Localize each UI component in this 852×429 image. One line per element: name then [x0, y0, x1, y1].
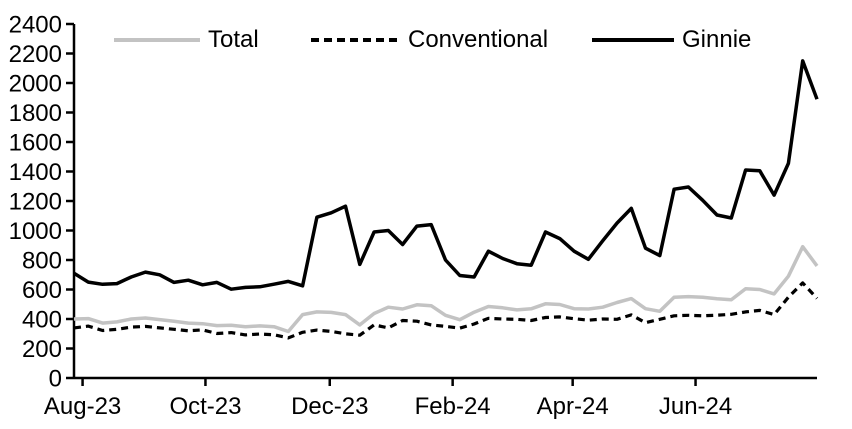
x-tick-label: Apr-24 [537, 393, 609, 420]
y-tick-label: 1800 [9, 100, 62, 127]
total-line-swatch-icon [114, 38, 200, 42]
legend-label-total: Total [208, 26, 259, 53]
y-tick-label: 2000 [9, 71, 62, 98]
y-tick-label: 200 [22, 336, 62, 363]
legend: Total Conventional Ginnie [0, 23, 852, 57]
y-tick-label: 0 [49, 366, 62, 393]
y-tick-label: 800 [22, 248, 62, 275]
y-tick-label: 1600 [9, 130, 62, 157]
y-tick-label: 600 [22, 277, 62, 304]
conventional-dashed-swatch-icon [311, 38, 400, 42]
x-tick-label: Feb-24 [415, 393, 491, 420]
y-tick-label: 400 [22, 307, 62, 334]
y-tick-label: 1000 [9, 218, 62, 245]
y-tick-label: 2400 [9, 12, 62, 39]
series-line-ginnie [73, 59, 819, 291]
ginnie-line-swatch-icon [592, 38, 674, 42]
x-tick-label: Jun-24 [659, 393, 732, 420]
x-tick-label: Dec-23 [291, 393, 368, 420]
x-tick-label: Aug-23 [44, 393, 121, 420]
x-tick-label: Oct-23 [169, 393, 241, 420]
legend-item-total: Total [114, 23, 259, 57]
series-line-conventional [73, 281, 819, 340]
y-tick-label: 2200 [9, 41, 62, 68]
legend-item-conventional: Conventional [311, 23, 548, 57]
legend-label-ginnie: Ginnie [682, 26, 752, 53]
legend-label-conventional: Conventional [408, 26, 549, 53]
legend-item-ginnie: Ginnie [592, 23, 751, 57]
y-tick-label: 1400 [9, 159, 62, 186]
y-tick-label: 1200 [9, 189, 62, 216]
series-line-total [73, 244, 819, 334]
